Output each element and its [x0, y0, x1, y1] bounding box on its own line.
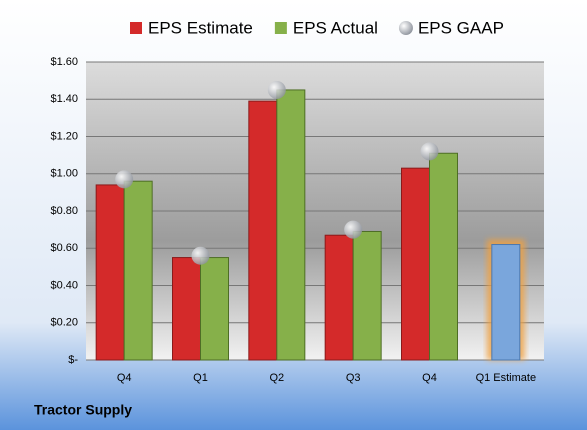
x-tick-label: Q2 — [269, 372, 284, 384]
bar — [276, 89, 306, 361]
legend-marker — [398, 21, 413, 35]
x-tick-label: Q1 — [193, 372, 208, 384]
gaap-marker — [191, 246, 210, 265]
x-tick-label: Q1 Estimate — [476, 372, 537, 384]
gaap-marker — [115, 170, 134, 189]
footer: Tractor Supply — [34, 402, 132, 418]
bar — [429, 152, 458, 361]
y-tick-label: $0.20 — [50, 317, 78, 329]
legend-label: EPS GAAP — [418, 18, 504, 37]
bar — [491, 244, 521, 361]
y-tick-label: $1.20 — [50, 130, 78, 142]
x-tick-label: Q4 — [117, 372, 132, 384]
bar — [248, 100, 278, 361]
legend-label: EPS Estimate — [148, 18, 253, 37]
bar — [200, 257, 229, 361]
y-tick-label: $1.60 — [50, 56, 78, 68]
bar — [352, 230, 382, 361]
gaap-marker — [420, 142, 439, 161]
gaap-marker — [344, 220, 363, 239]
bar — [324, 234, 354, 361]
bar — [95, 184, 125, 361]
legend-marker — [130, 22, 142, 34]
y-tick-label: $0.40 — [50, 279, 78, 291]
y-tick-label: $0.60 — [50, 242, 78, 254]
y-tick-label: $1.00 — [50, 168, 78, 180]
x-tick-label: Q3 — [346, 372, 361, 384]
y-tick-label: $1.40 — [50, 93, 78, 105]
legend-marker — [274, 22, 287, 34]
bar — [401, 167, 430, 361]
x-tick-label: Q4 — [422, 372, 437, 384]
y-tick-label: $- — [68, 354, 78, 366]
y-tick-label: $0.80 — [50, 205, 78, 217]
bar — [123, 180, 153, 361]
gaap-marker — [267, 80, 286, 99]
legend-label: EPS Actual — [293, 18, 378, 37]
bar — [172, 257, 201, 361]
